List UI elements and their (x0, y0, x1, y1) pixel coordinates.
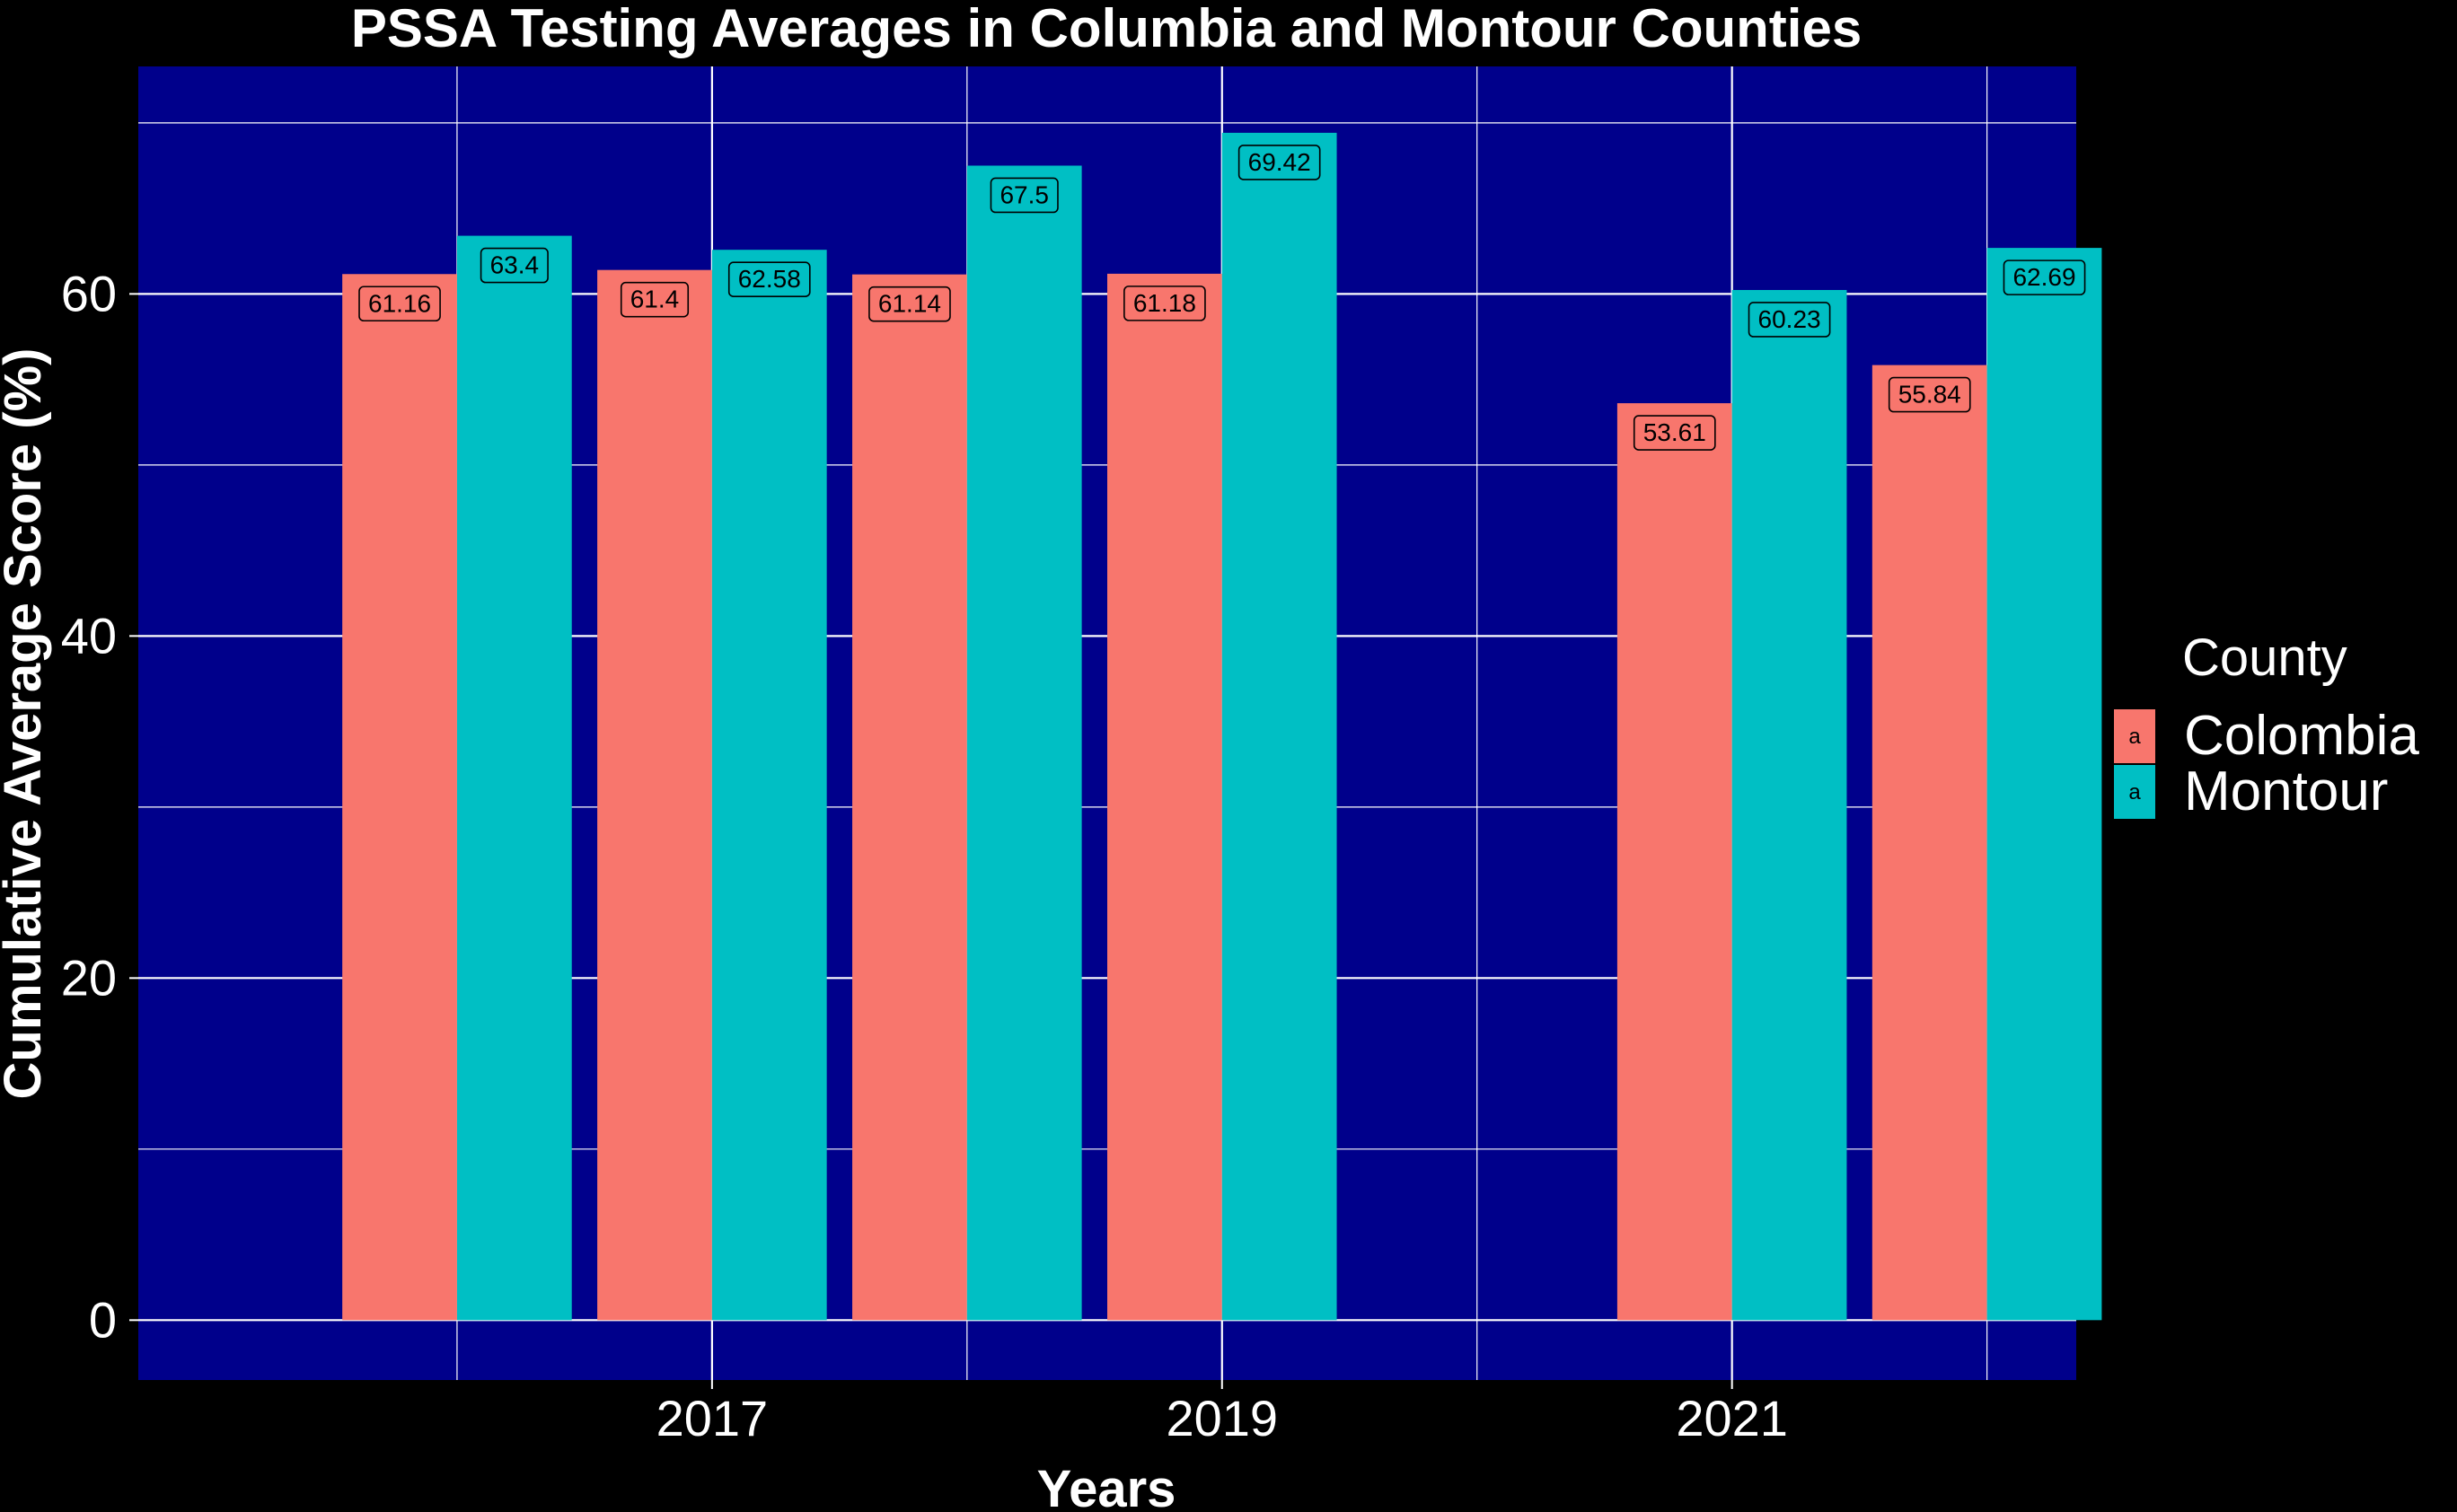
bar-colombia-2016 (342, 274, 457, 1321)
bar-colombia-2019 (1107, 273, 1222, 1321)
bar-colombia-2017 (597, 269, 712, 1321)
data-label-colombia-2022: 55.84 (1888, 376, 1971, 413)
data-label-text: 62.69 (2012, 263, 2075, 291)
bar-montour-2019 (1221, 132, 1337, 1321)
y-axis-title: Cumulative Average Score (%) (0, 348, 52, 1100)
chart-title: PSSA Testing Averages in Columbia and Mo… (351, 0, 1862, 58)
data-label-text: 61.14 (878, 290, 941, 318)
legend-title: County (2182, 629, 2347, 687)
data-label-montour-2016: 63.4 (480, 247, 549, 284)
bar-montour-2021 (1731, 289, 1847, 1321)
data-label-colombia-2021: 53.61 (1633, 415, 1716, 451)
data-labels: 61.16 61.4 61.14 61.18 53.61 55.84 63.4 62.58 67… (358, 145, 2086, 451)
bar-colombia-2021 (1616, 403, 1732, 1321)
data-label-text: 61.18 (1133, 289, 1196, 317)
data-label-text: 60.23 (1758, 305, 1821, 333)
data-label-box (480, 247, 549, 284)
y-tick-label: 60 (61, 265, 117, 321)
data-label-colombia-2017: 61.4 (620, 281, 690, 318)
data-label-box (620, 281, 690, 318)
data-label-text: 63.4 (490, 251, 540, 279)
x-axis: 2017 2019 2021 (656, 1380, 1788, 1446)
bar-montour-2018 (966, 165, 1082, 1321)
data-label-montour-2021: 60.23 (1748, 302, 1831, 338)
legend-label-colombia: Colombia (2184, 705, 2419, 767)
legend-key-glyph: a (2128, 780, 2141, 804)
bar-montour-2016 (456, 235, 572, 1321)
legend: County a Colombia a Montour (2114, 629, 2419, 822)
data-label-colombia-2016: 61.16 (358, 286, 441, 322)
bar-montour-2017 (711, 250, 827, 1321)
data-label-box (1748, 302, 1831, 338)
data-label-text: 69.42 (1248, 148, 1311, 176)
data-label-box (2003, 259, 2086, 295)
data-label-montour-2022: 62.69 (2003, 259, 2086, 295)
legend-key-colombia (2114, 709, 2155, 763)
data-label-colombia-2019: 61.18 (1123, 286, 1206, 321)
data-label-text: 61.16 (368, 289, 431, 317)
data-label-colombia-2018: 61.14 (868, 286, 951, 322)
legend-key-glyph: a (2128, 725, 2141, 749)
data-label-box (1237, 145, 1321, 180)
data-label-box (990, 177, 1059, 214)
data-label-box (1123, 286, 1206, 321)
data-label-text: 62.58 (738, 265, 801, 293)
bar-colombia-2022 (1871, 365, 1987, 1321)
x-axis-title: Years (1037, 1460, 1176, 1512)
legend-label-montour: Montour (2184, 760, 2388, 822)
bars (342, 132, 2102, 1321)
data-label-text: 53.61 (1643, 418, 1706, 446)
y-tick-label: 40 (61, 607, 117, 664)
data-label-text: 55.84 (1898, 381, 1961, 409)
data-label-box (1888, 376, 1971, 413)
data-label-text: 67.5 (1000, 180, 1049, 208)
legend-key-montour (2114, 765, 2155, 819)
data-label-box (358, 286, 441, 322)
x-tick-label: 2021 (1676, 1390, 1788, 1446)
y-axis: 0 20 40 60 (61, 265, 138, 1348)
data-label-box (1633, 415, 1716, 451)
data-label-montour-2017: 62.58 (727, 261, 811, 298)
x-tick-label: 2017 (656, 1390, 769, 1446)
data-label-montour-2018: 67.5 (990, 177, 1059, 214)
bar-colombia-2018 (852, 274, 967, 1321)
y-tick-label: 0 (89, 1291, 117, 1348)
data-label-box (727, 261, 811, 298)
y-tick-label: 20 (61, 949, 117, 1006)
data-label-box (868, 286, 951, 322)
data-label-montour-2019: 69.42 (1237, 145, 1321, 180)
data-label-text: 61.4 (630, 286, 680, 313)
x-tick-label: 2019 (1166, 1390, 1278, 1446)
bar-montour-2022 (1986, 248, 2102, 1321)
